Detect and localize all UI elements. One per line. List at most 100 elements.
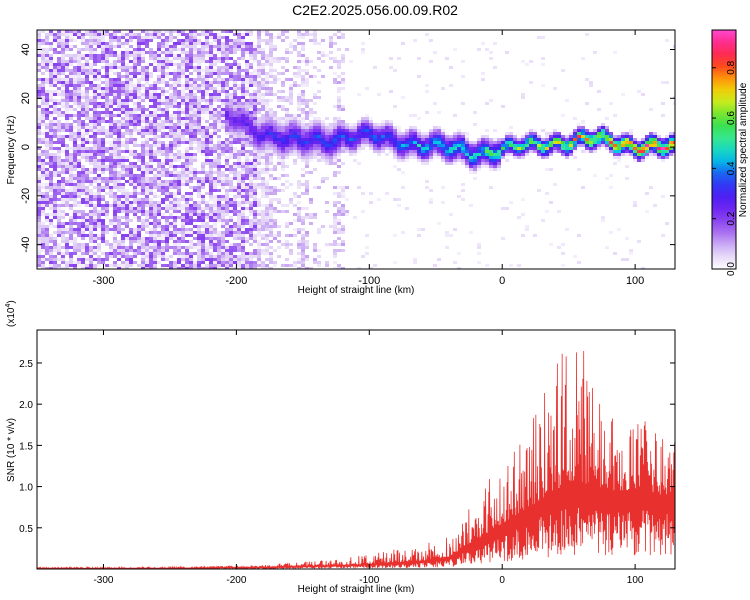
spectrogram-cell (177, 267, 181, 269)
spectrogram-cell (125, 36, 129, 39)
spectrogram-cell (333, 123, 337, 126)
spectrogram-cell (293, 129, 297, 132)
spectrogram-cell (249, 180, 253, 183)
spectrogram-cell (129, 99, 133, 102)
spectrogram-cell (141, 111, 145, 114)
spectrogram-cell (469, 204, 473, 207)
spectrogram-cell (293, 213, 297, 216)
spectrogram-cell (101, 75, 105, 78)
spectrogram-cell (113, 147, 117, 150)
spectrogram-cell (85, 222, 89, 225)
spectrogram-cell (177, 75, 181, 78)
spectrogram-cell (69, 174, 73, 177)
spectrogram-cell (353, 126, 357, 129)
spectrogram-cell (181, 204, 185, 207)
spectrogram-cell (429, 198, 433, 201)
spectrogram-cell (317, 120, 321, 123)
spectrogram-cell (285, 129, 289, 132)
spectrogram-cell (433, 138, 437, 141)
spectrogram-cell (189, 36, 193, 39)
spectrogram-cell (57, 156, 61, 159)
spectrogram-cell (309, 126, 313, 129)
spectrogram-cell (97, 54, 101, 57)
spectrogram-cell (201, 45, 205, 48)
spectrogram-cell (73, 93, 77, 96)
spectrogram-cell (253, 264, 257, 267)
spectrogram-cell (69, 69, 73, 72)
spectrogram-cell (317, 96, 321, 99)
spectrogram-cell (105, 129, 109, 132)
spectrogram-cell (249, 57, 253, 60)
spectrogram-cell (321, 147, 325, 150)
spectrogram-cell (141, 54, 145, 57)
spectrogram-cell (37, 201, 41, 204)
spectrogram-cell (229, 51, 233, 54)
spectrogram-cell (321, 153, 325, 156)
spectrogram-cell (145, 231, 149, 234)
spectrogram-cell (105, 105, 109, 108)
spectrogram-cell (117, 240, 121, 243)
spectrogram-cell (189, 207, 193, 210)
spectrogram-cell (177, 105, 181, 108)
spectrogram-cell (245, 66, 249, 69)
spectrogram-cell (97, 213, 101, 216)
spectrogram-cell (133, 201, 137, 204)
spectrogram-cell (121, 132, 125, 135)
spectrogram-cell (385, 135, 389, 138)
spectrogram-cell (321, 180, 325, 183)
spectrogram-cell (41, 150, 45, 153)
spectrogram-cell (101, 93, 105, 96)
spectrogram-cell (145, 126, 149, 129)
spectrogram-cell (373, 132, 377, 135)
spectrogram-cell (261, 261, 265, 264)
spectrogram-cell (249, 78, 253, 81)
spectrogram-cell (185, 267, 189, 269)
spectrogram-cell (41, 267, 45, 269)
spectrogram-cell (245, 81, 249, 84)
spectrogram-cell (125, 249, 129, 252)
spectrogram-cell (209, 162, 213, 165)
spectrogram-cell (285, 225, 289, 228)
spectrogram-cell (265, 168, 269, 171)
spectrogram-cell (261, 135, 265, 138)
spectrogram-cell (393, 165, 397, 168)
spectrogram-cell (69, 180, 73, 183)
spectrogram-cell (85, 195, 89, 198)
spectrogram-cell (49, 111, 53, 114)
spectrogram-cell (389, 144, 393, 147)
spectrogram-cell (105, 48, 109, 51)
spectrogram-cell (225, 126, 229, 129)
spectrogram-cell (49, 114, 53, 117)
spectrogram-cell (341, 135, 345, 138)
spectrogram-cell (113, 33, 117, 36)
spectrogram-cell (289, 123, 293, 126)
spectrogram-cell (133, 180, 137, 183)
spectrogram-cell (413, 141, 417, 144)
spectrogram-cell (161, 111, 165, 114)
spectrogram-cell (197, 123, 201, 126)
spectrogram-cell (189, 135, 193, 138)
spectrogram-cell (321, 177, 325, 180)
spectrogram-cell (229, 123, 233, 126)
spectrogram-cell (205, 93, 209, 96)
spectrogram-cell (201, 177, 205, 180)
spectrogram-cell (101, 189, 105, 192)
spectrogram-cell (217, 96, 221, 99)
spectrogram-cell (145, 174, 149, 177)
spectrogram-cell (285, 210, 289, 213)
spectrogram-cell (217, 66, 221, 69)
spectrogram-cell (97, 39, 101, 42)
spectrogram-cell (69, 261, 73, 264)
spectrogram-cell (57, 57, 61, 60)
spectrogram-cell (341, 36, 345, 39)
spectrogram-cell (189, 114, 193, 117)
spectrogram-cell (213, 114, 217, 117)
spectrogram-cell (37, 186, 41, 189)
spectrogram-cell (249, 150, 253, 153)
spectrogram-cell (425, 144, 429, 147)
spectrogram-cell (113, 129, 117, 132)
spectrogram-cell (333, 162, 337, 165)
spectrogram-cell (321, 120, 325, 123)
spectrogram-cell (281, 84, 285, 87)
spectrogram-cell (137, 243, 141, 246)
